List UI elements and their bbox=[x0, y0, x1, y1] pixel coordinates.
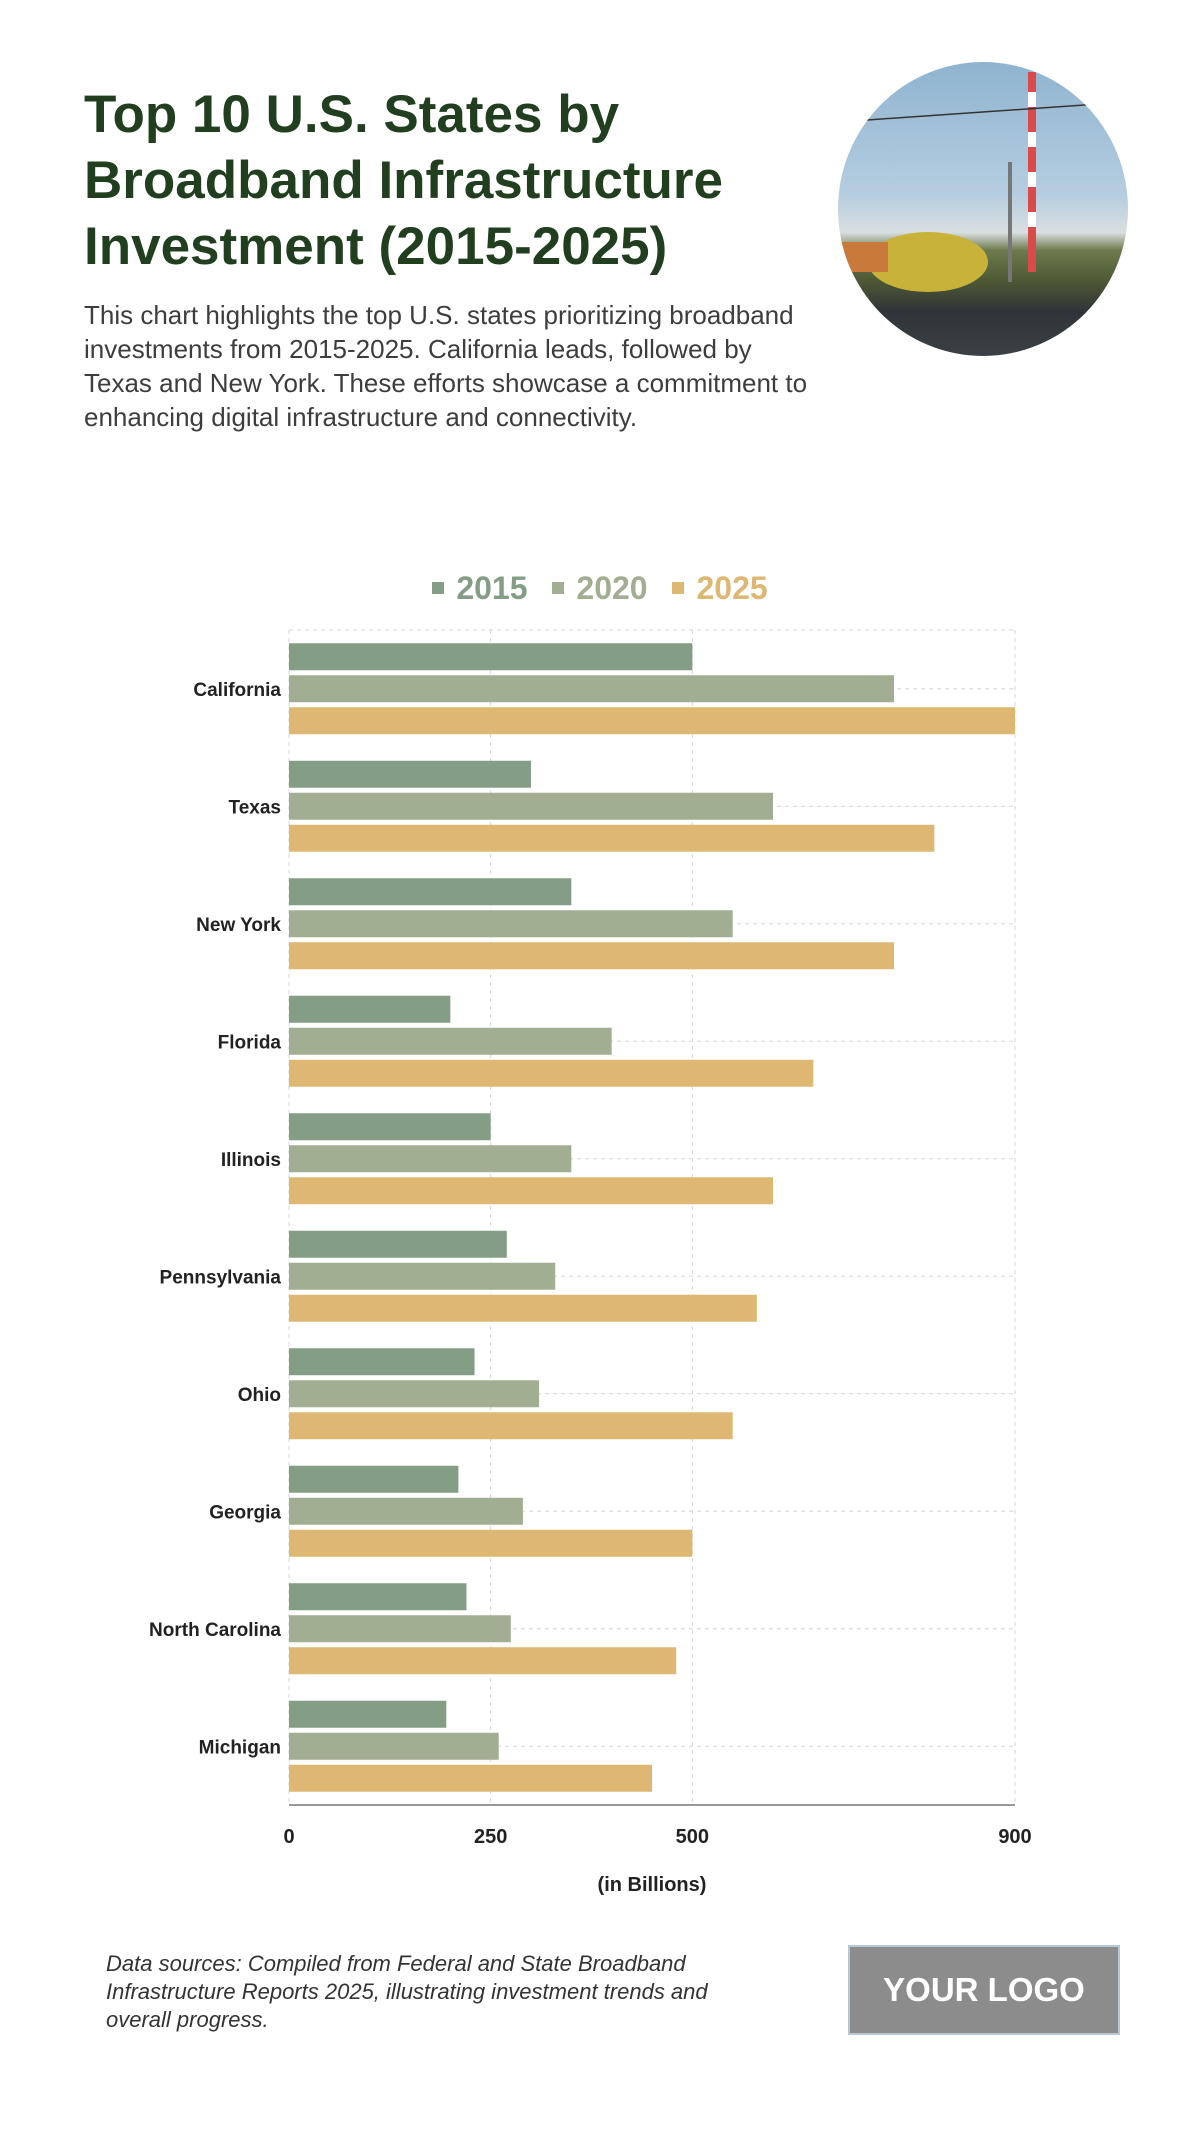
tower-illustration bbox=[838, 72, 1128, 292]
bar-2025-texas bbox=[289, 824, 935, 852]
page-subtitle: This chart highlights the top U.S. state… bbox=[84, 300, 808, 432]
legend-swatch bbox=[672, 581, 685, 594]
bar-2015-georgia bbox=[289, 1465, 459, 1493]
legend-item-2020: 2020 bbox=[552, 570, 648, 607]
bar-2020-north-carolina bbox=[289, 1615, 511, 1643]
category-label: Texas bbox=[229, 797, 281, 818]
bar-2025-illinois bbox=[289, 1177, 773, 1205]
page-title: Top 10 U.S. States by Broadband Infrastr… bbox=[84, 85, 724, 276]
bar-2025-georgia bbox=[289, 1529, 693, 1557]
bar-2025-california bbox=[289, 707, 1015, 735]
category-label: Florida bbox=[218, 1032, 282, 1053]
broadband-tower-photo bbox=[838, 62, 1128, 356]
category-label: New York bbox=[196, 915, 281, 936]
bar-2020-georgia bbox=[289, 1497, 523, 1525]
legend-item-2025: 2025 bbox=[672, 570, 768, 607]
bar-2020-new-york bbox=[289, 910, 733, 938]
category-label: North Carolina bbox=[149, 1620, 281, 1641]
category-label: Illinois bbox=[221, 1150, 281, 1171]
bar-2015-florida bbox=[289, 995, 451, 1023]
data-source-note: Data sources: Compiled from Federal and … bbox=[106, 1951, 708, 2032]
category-label: Pennsylvania bbox=[160, 1267, 282, 1288]
bar-2025-michigan bbox=[289, 1764, 652, 1792]
bar-2025-pennsylvania bbox=[289, 1294, 757, 1322]
bar-2020-michigan bbox=[289, 1732, 499, 1760]
bar-2015-michigan bbox=[289, 1700, 447, 1728]
bar-2015-texas bbox=[289, 760, 531, 788]
legend-item-2015: 2015 bbox=[432, 570, 528, 607]
category-label: California bbox=[193, 680, 281, 701]
legend-swatch bbox=[552, 581, 565, 594]
bar-chart: California Texas New York Florida Illinois Pe… bbox=[149, 629, 1032, 1896]
x-axis-label: (in Billions) bbox=[598, 1874, 707, 1896]
bar-2020-ohio bbox=[289, 1380, 540, 1408]
bar-2015-pennsylvania bbox=[289, 1230, 507, 1258]
bar-2025-florida bbox=[289, 1059, 814, 1087]
bar-2020-florida bbox=[289, 1027, 612, 1055]
category-label: Ohio bbox=[238, 1385, 281, 1406]
legend-label: 2025 bbox=[696, 570, 768, 606]
bar-2025-ohio bbox=[289, 1412, 733, 1440]
bar-2020-texas bbox=[289, 792, 773, 820]
legend-swatch bbox=[432, 581, 445, 594]
bar-2015-ohio bbox=[289, 1348, 475, 1376]
bar-2025-new-york bbox=[289, 942, 894, 970]
legend-label: 2020 bbox=[576, 570, 648, 606]
bar-2015-california bbox=[289, 643, 693, 671]
x-tick-label: 250 bbox=[474, 1826, 507, 1848]
legend-label: 2015 bbox=[456, 570, 528, 606]
chart-legend: 2015 2020 2025 bbox=[0, 570, 1200, 607]
category-label: Georgia bbox=[209, 1502, 281, 1523]
bar-2015-new-york bbox=[289, 878, 572, 906]
bar-2020-california bbox=[289, 675, 894, 703]
x-tick-label: 500 bbox=[676, 1826, 709, 1848]
bar-2025-north-carolina bbox=[289, 1647, 677, 1675]
category-label: Michigan bbox=[199, 1737, 281, 1758]
logo-placeholder: YOUR LOGO bbox=[848, 1945, 1120, 2035]
bar-2015-illinois bbox=[289, 1113, 491, 1141]
bar-2015-north-carolina bbox=[289, 1583, 467, 1611]
bar-2020-illinois bbox=[289, 1145, 572, 1173]
x-tick-label: 900 bbox=[998, 1826, 1031, 1848]
bar-2020-pennsylvania bbox=[289, 1262, 556, 1290]
x-tick-label: 0 bbox=[283, 1826, 294, 1848]
